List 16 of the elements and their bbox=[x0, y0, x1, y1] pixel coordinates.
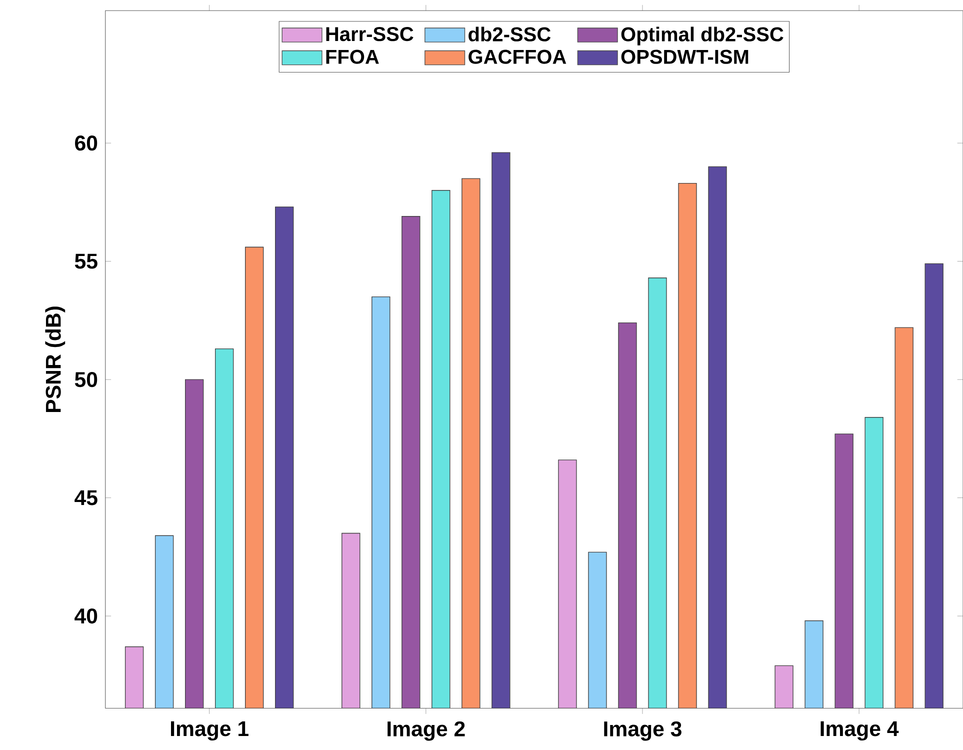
legend-label: db2-SSC bbox=[468, 26, 551, 42]
legend-label: Harr-SSC bbox=[326, 27, 414, 42]
y-tick-label: 55 bbox=[74, 254, 98, 269]
x-tick-label: Image 2 bbox=[388, 722, 465, 741]
y-axis-title: PSNR (dB) bbox=[45, 306, 66, 412]
legend-label: GACFFOA bbox=[468, 50, 566, 64]
legend-label: Optimal db2-SSC bbox=[621, 26, 784, 46]
x-tick-label: Image 4 bbox=[820, 722, 899, 741]
x-tick-label: Image 3 bbox=[604, 722, 682, 741]
y-tick-label: 45 bbox=[74, 490, 98, 506]
y-tick-label: 60 bbox=[75, 136, 98, 151]
y-tick-label: 40 bbox=[74, 608, 98, 624]
x-tick-label: Image 1 bbox=[171, 722, 248, 741]
legend-label: OPSDWT-ISM bbox=[621, 50, 748, 64]
y-tick-label: 50 bbox=[74, 372, 98, 388]
legend-label: FFOA bbox=[326, 50, 379, 64]
